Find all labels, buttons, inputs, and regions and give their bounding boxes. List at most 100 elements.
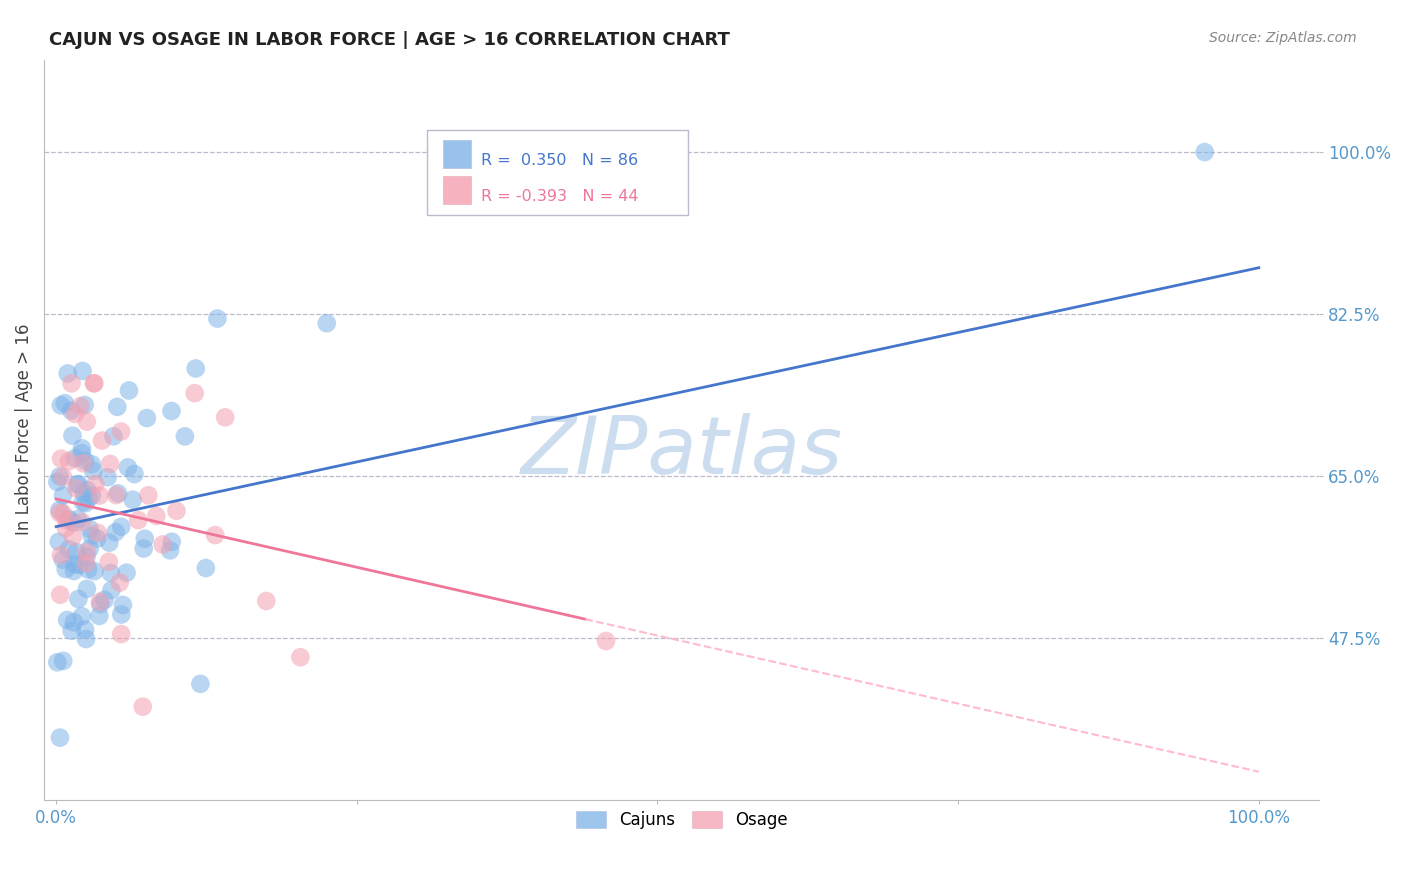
Text: R = -0.393   N = 44: R = -0.393 N = 44 bbox=[481, 189, 638, 204]
Point bbox=[70, 609, 93, 624]
Point bbox=[48, 503, 70, 517]
Point bbox=[91, 434, 114, 448]
Point bbox=[62, 516, 84, 530]
Point bbox=[84, 477, 107, 491]
Point bbox=[110, 520, 132, 534]
Point bbox=[105, 400, 128, 414]
Text: ZIPatlas: ZIPatlas bbox=[520, 413, 842, 491]
Point bbox=[69, 399, 91, 413]
Point bbox=[52, 507, 75, 521]
Point bbox=[70, 515, 93, 529]
Point bbox=[132, 541, 155, 556]
Point bbox=[72, 364, 94, 378]
Point bbox=[83, 376, 105, 391]
Point bbox=[70, 446, 93, 460]
Point bbox=[86, 532, 108, 546]
Point bbox=[63, 615, 86, 629]
Point bbox=[52, 470, 75, 484]
Point bbox=[127, 513, 149, 527]
Point bbox=[214, 410, 236, 425]
Point bbox=[58, 512, 80, 526]
Point bbox=[75, 632, 97, 646]
Point bbox=[108, 575, 131, 590]
Point bbox=[55, 521, 77, 535]
Y-axis label: In Labor Force | Age > 16: In Labor Force | Age > 16 bbox=[15, 324, 32, 535]
Point bbox=[73, 398, 96, 412]
Point bbox=[55, 562, 77, 576]
Point bbox=[115, 566, 138, 580]
Point bbox=[160, 404, 183, 418]
Point bbox=[79, 541, 101, 556]
Point bbox=[190, 677, 212, 691]
Point bbox=[98, 535, 121, 549]
Point bbox=[65, 545, 87, 559]
Point bbox=[49, 588, 72, 602]
Point bbox=[46, 655, 69, 669]
Point bbox=[62, 530, 84, 544]
Point bbox=[145, 508, 167, 523]
Point bbox=[79, 522, 101, 536]
Point bbox=[595, 634, 617, 648]
Point bbox=[66, 477, 89, 491]
Bar bbox=[443, 140, 471, 169]
Point bbox=[58, 454, 80, 468]
Point bbox=[67, 477, 90, 491]
Legend: Cajuns, Osage: Cajuns, Osage bbox=[569, 804, 794, 836]
Point bbox=[97, 555, 120, 569]
Point bbox=[89, 608, 111, 623]
Point bbox=[184, 361, 207, 376]
Point bbox=[76, 545, 98, 559]
FancyBboxPatch shape bbox=[426, 130, 688, 215]
Point bbox=[67, 558, 90, 572]
Point bbox=[56, 613, 79, 627]
Point bbox=[48, 469, 70, 483]
Point bbox=[76, 415, 98, 429]
Point bbox=[100, 583, 122, 598]
Point bbox=[56, 367, 79, 381]
Point bbox=[49, 731, 72, 745]
Point bbox=[63, 564, 86, 578]
Point bbox=[67, 591, 90, 606]
Text: CAJUN VS OSAGE IN LABOR FORCE | AGE > 16 CORRELATION CHART: CAJUN VS OSAGE IN LABOR FORCE | AGE > 16… bbox=[49, 31, 730, 49]
Point bbox=[75, 623, 97, 637]
Point bbox=[138, 488, 160, 502]
Point bbox=[194, 561, 217, 575]
Point bbox=[76, 483, 98, 497]
Point bbox=[110, 627, 132, 641]
Point bbox=[174, 429, 197, 443]
Point bbox=[80, 489, 103, 503]
Point bbox=[80, 529, 103, 543]
Point bbox=[117, 460, 139, 475]
Point bbox=[52, 552, 75, 566]
Point bbox=[76, 549, 98, 564]
Point bbox=[60, 403, 83, 417]
Point bbox=[254, 594, 277, 608]
Point bbox=[121, 492, 143, 507]
Point bbox=[93, 592, 115, 607]
Point bbox=[63, 558, 86, 572]
Point bbox=[58, 542, 80, 557]
Point bbox=[132, 699, 155, 714]
Point bbox=[97, 470, 120, 484]
Point bbox=[63, 407, 86, 421]
Bar bbox=[443, 176, 471, 204]
Point bbox=[290, 650, 312, 665]
Point bbox=[118, 384, 141, 398]
Point bbox=[105, 488, 128, 502]
Point bbox=[89, 597, 111, 611]
Point bbox=[166, 504, 188, 518]
Point bbox=[315, 316, 337, 330]
Point bbox=[1194, 145, 1216, 160]
Point bbox=[76, 582, 98, 596]
Point bbox=[87, 525, 110, 540]
Text: Source: ZipAtlas.com: Source: ZipAtlas.com bbox=[1209, 31, 1357, 45]
Point bbox=[89, 595, 111, 609]
Point bbox=[89, 488, 111, 502]
Point bbox=[110, 607, 132, 622]
Point bbox=[134, 532, 156, 546]
Point bbox=[77, 562, 100, 576]
Point bbox=[52, 488, 75, 502]
Point bbox=[65, 481, 87, 495]
Point bbox=[204, 528, 226, 542]
Point bbox=[124, 467, 146, 481]
